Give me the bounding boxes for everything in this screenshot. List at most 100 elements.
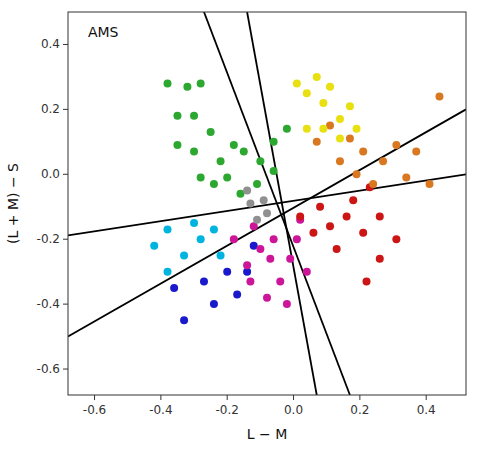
x-tick xyxy=(426,395,427,400)
point xyxy=(346,135,354,143)
frame xyxy=(68,12,466,395)
point xyxy=(253,216,261,224)
x-tick-label: -0.4 xyxy=(149,403,172,417)
title: AMS xyxy=(88,24,119,40)
point xyxy=(246,200,254,208)
point xyxy=(326,83,334,91)
x-tick-label: -0.2 xyxy=(215,403,238,417)
y-tick-label: -0.2 xyxy=(37,232,60,246)
point xyxy=(276,277,284,285)
chart: -0.6-0.4-0.20.00.20.4-0.6-0.4-0.20.00.20… xyxy=(0,0,480,451)
point xyxy=(349,196,357,204)
point xyxy=(369,180,377,188)
point xyxy=(180,316,188,324)
y-tick xyxy=(63,174,68,175)
point xyxy=(253,180,261,188)
point xyxy=(343,212,351,220)
x-tick xyxy=(94,395,95,400)
point xyxy=(266,255,274,263)
point xyxy=(316,203,324,211)
x-tick xyxy=(359,395,360,400)
point xyxy=(402,174,410,182)
point xyxy=(210,300,218,308)
line xyxy=(247,12,317,395)
point xyxy=(164,79,172,87)
point xyxy=(293,79,301,87)
point xyxy=(353,125,361,133)
y-tick xyxy=(63,109,68,110)
point xyxy=(240,148,248,156)
data xyxy=(68,12,466,395)
point xyxy=(359,229,367,237)
point xyxy=(263,209,271,217)
point xyxy=(150,242,158,250)
x-tick-label: 0.4 xyxy=(417,403,436,417)
point xyxy=(230,141,238,149)
point xyxy=(303,268,311,276)
point xyxy=(197,235,205,243)
point xyxy=(223,174,231,182)
plot-area xyxy=(68,12,466,395)
point xyxy=(246,277,254,285)
point xyxy=(173,112,181,120)
line xyxy=(68,109,466,336)
point xyxy=(353,170,361,178)
point xyxy=(190,219,198,227)
point xyxy=(270,138,278,146)
point xyxy=(363,277,371,285)
point xyxy=(426,180,434,188)
line xyxy=(68,174,466,235)
point xyxy=(346,102,354,110)
point xyxy=(260,196,268,204)
point xyxy=(256,245,264,253)
point xyxy=(256,157,264,165)
point xyxy=(263,294,271,302)
point xyxy=(392,141,400,149)
point xyxy=(319,125,327,133)
point xyxy=(336,115,344,123)
x-tick xyxy=(160,395,161,400)
x-tick-label: -0.6 xyxy=(83,403,106,417)
x-tick-label: 0.0 xyxy=(284,403,303,417)
y-tick-label: 0.2 xyxy=(41,102,60,116)
point xyxy=(376,255,384,263)
point xyxy=(336,157,344,165)
point xyxy=(164,225,172,233)
point xyxy=(270,167,278,175)
point xyxy=(217,157,225,165)
point xyxy=(270,235,278,243)
x-axis-label: L − M xyxy=(247,426,288,442)
y-tick-label: 0.4 xyxy=(41,37,60,51)
point xyxy=(286,255,294,263)
point xyxy=(210,180,218,188)
point xyxy=(303,89,311,97)
point xyxy=(333,245,341,253)
point xyxy=(197,174,205,182)
point xyxy=(173,141,181,149)
point xyxy=(435,92,443,100)
point xyxy=(190,148,198,156)
point xyxy=(243,261,251,269)
point xyxy=(180,251,188,259)
point xyxy=(293,235,301,243)
y-tick-label: -0.6 xyxy=(37,362,60,376)
point xyxy=(379,157,387,165)
x-tick xyxy=(227,395,228,400)
point xyxy=(319,99,327,107)
point xyxy=(210,225,218,233)
point xyxy=(233,290,241,298)
point xyxy=(313,138,321,146)
y-tick xyxy=(63,44,68,45)
line xyxy=(204,12,350,395)
point xyxy=(217,251,225,259)
point xyxy=(200,277,208,285)
point xyxy=(283,300,291,308)
point xyxy=(336,135,344,143)
point xyxy=(309,229,317,237)
point xyxy=(223,268,231,276)
point xyxy=(359,148,367,156)
point xyxy=(207,128,215,136)
point xyxy=(326,222,334,230)
point xyxy=(313,73,321,81)
x-tick-label: 0.2 xyxy=(350,403,369,417)
